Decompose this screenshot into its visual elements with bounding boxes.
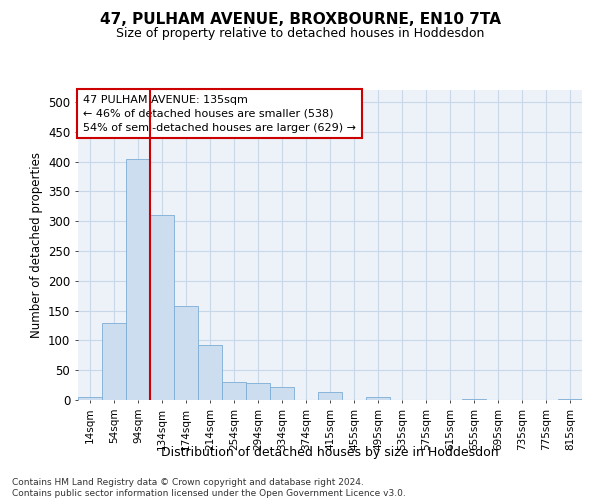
Bar (198, 345, 222, 400)
Bar (78, 397, 102, 400)
Y-axis label: Number of detached properties: Number of detached properties (29, 152, 43, 338)
Bar (126, 158, 150, 400)
Bar (102, 322, 126, 400)
Bar (318, 392, 342, 400)
Bar (270, 387, 294, 400)
Text: Size of property relative to detached houses in Hoddesdon: Size of property relative to detached ho… (116, 28, 484, 40)
Text: 47 PULHAM AVENUE: 135sqm
← 46% of detached houses are smaller (538)
54% of semi-: 47 PULHAM AVENUE: 135sqm ← 46% of detach… (83, 94, 356, 132)
Bar (246, 384, 270, 400)
Bar (366, 397, 390, 400)
Bar (222, 382, 246, 400)
Bar (150, 215, 174, 400)
Text: Distribution of detached houses by size in Hoddesdon: Distribution of detached houses by size … (161, 446, 499, 459)
Text: Contains HM Land Registry data © Crown copyright and database right 2024.
Contai: Contains HM Land Registry data © Crown c… (12, 478, 406, 498)
Bar (174, 306, 198, 400)
Bar (462, 399, 486, 400)
Text: 47, PULHAM AVENUE, BROXBOURNE, EN10 7TA: 47, PULHAM AVENUE, BROXBOURNE, EN10 7TA (100, 12, 500, 28)
